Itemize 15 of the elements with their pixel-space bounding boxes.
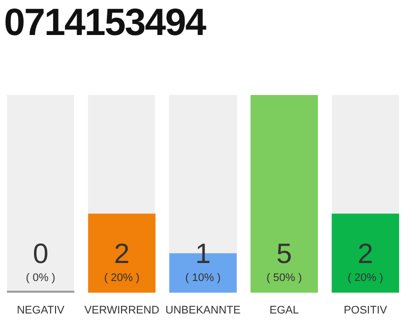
x-tick-label: POSITIV bbox=[344, 304, 388, 316]
x-tick-label: UNBEKANNTE bbox=[165, 304, 241, 316]
x-tick-label: EGAL bbox=[270, 304, 299, 316]
data-label: 0 bbox=[32, 238, 48, 269]
annotation: ( 20% ) bbox=[348, 272, 384, 284]
annotation: ( 0% ) bbox=[26, 272, 56, 284]
annotation: ( 10% ) bbox=[185, 272, 221, 284]
data-label: 2 bbox=[114, 238, 130, 269]
annotation: ( 20% ) bbox=[104, 272, 140, 284]
data-label: 5 bbox=[276, 238, 292, 269]
x-tick-label: NEGATIV bbox=[16, 304, 65, 316]
data-label: 2 bbox=[358, 238, 374, 269]
x-tick-label: VERWIRREND bbox=[84, 304, 160, 316]
chart-title: 0714153494 bbox=[4, 2, 206, 45]
annotation: ( 50% ) bbox=[266, 272, 302, 284]
